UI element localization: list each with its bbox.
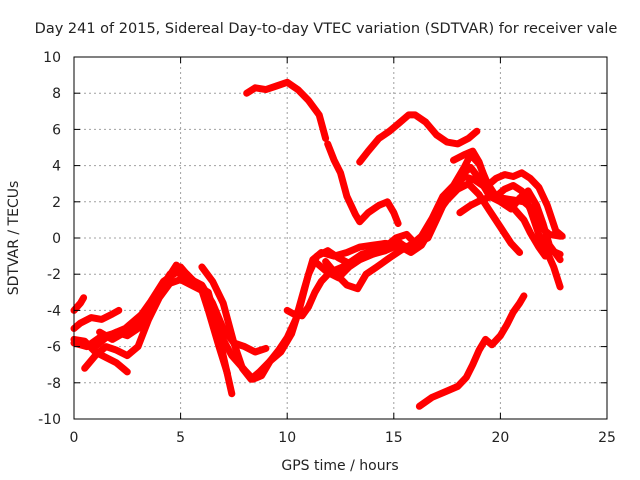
y-axis-label: SDTVAR / TECUs [6, 181, 22, 296]
y-tick-label: 6 [52, 122, 61, 138]
series-pass-1 [70, 294, 88, 314]
x-tick-labels: 0 5 10 15 20 25 [70, 430, 616, 446]
series-pass-17 [415, 292, 528, 410]
y-tick-label: -6 [47, 340, 61, 356]
y-tick-labels: -10 -8 -6 -4 -2 0 2 4 6 8 10 [38, 50, 61, 428]
y-tick-label: -8 [47, 376, 61, 392]
y-tick-label: 8 [52, 86, 61, 102]
axis-ticks [73, 56, 608, 420]
x-tick-label: 15 [385, 430, 403, 446]
x-axis-label: GPS time / hours [281, 458, 398, 474]
series-pass-9 [243, 78, 330, 142]
series-pass-2 [70, 306, 123, 332]
series-pass-11 [356, 111, 481, 166]
x-tick-label: 20 [491, 430, 509, 446]
x-tick-label: 25 [598, 430, 616, 446]
y-tick-label: -10 [38, 412, 61, 428]
chart-title: Day 241 of 2015, Sidereal Day-to-day VTE… [35, 21, 618, 37]
y-tick-label: 10 [43, 50, 61, 66]
x-tick-label: 10 [278, 430, 296, 446]
y-tick-label: 0 [52, 231, 61, 247]
y-tick-label: 4 [52, 159, 61, 175]
series-pass-12 [283, 180, 524, 320]
y-tick-label: 2 [52, 195, 61, 211]
x-tick-label: 0 [70, 430, 79, 446]
series-pass-7 [96, 239, 415, 383]
data-series [70, 78, 566, 410]
series-pass-16 [456, 192, 564, 240]
y-tick-label: -4 [47, 303, 61, 319]
x-tick-label: 5 [176, 430, 185, 446]
series-pass-15 [450, 147, 564, 260]
grid-lines [74, 57, 607, 419]
series-pass-10 [324, 140, 402, 227]
y-tick-label: -2 [47, 267, 61, 283]
